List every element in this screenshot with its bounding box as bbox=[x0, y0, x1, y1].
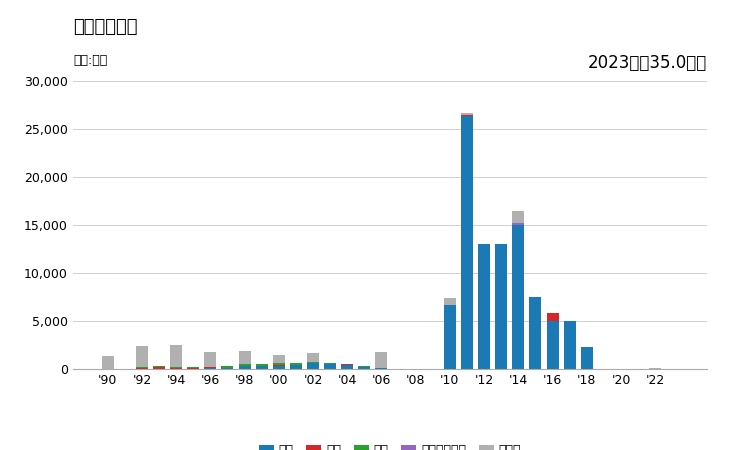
Bar bbox=[136, 346, 148, 367]
Bar bbox=[102, 356, 114, 369]
Bar bbox=[512, 225, 524, 369]
Bar bbox=[187, 367, 199, 368]
Bar bbox=[170, 346, 182, 367]
Bar bbox=[290, 364, 302, 365]
Bar bbox=[650, 368, 661, 369]
Text: 単位:トン: 単位:トン bbox=[73, 54, 107, 67]
Bar bbox=[153, 366, 165, 367]
Bar bbox=[564, 321, 576, 369]
Bar bbox=[359, 367, 370, 369]
Bar bbox=[478, 244, 490, 369]
Bar bbox=[444, 305, 456, 369]
Bar bbox=[324, 363, 336, 364]
Legend: 韓国, タイ, 台湾, シンガポール, その他: 韓国, タイ, 台湾, シンガポール, その他 bbox=[254, 439, 526, 450]
Text: 輸出量の推移: 輸出量の推移 bbox=[73, 18, 137, 36]
Bar bbox=[529, 297, 542, 369]
Bar bbox=[547, 321, 558, 369]
Bar bbox=[256, 364, 268, 366]
Bar bbox=[170, 367, 182, 368]
Bar bbox=[307, 362, 319, 363]
Bar bbox=[273, 355, 285, 364]
Bar bbox=[204, 352, 217, 366]
Bar bbox=[136, 367, 148, 368]
Bar bbox=[547, 313, 558, 321]
Bar bbox=[187, 368, 199, 369]
Bar bbox=[222, 366, 233, 368]
Bar bbox=[444, 298, 456, 305]
Bar bbox=[495, 244, 507, 369]
Bar bbox=[512, 211, 524, 223]
Bar bbox=[375, 368, 387, 369]
Bar bbox=[273, 364, 285, 365]
Bar bbox=[341, 364, 354, 369]
Bar bbox=[153, 367, 165, 369]
Bar bbox=[307, 363, 319, 369]
Bar bbox=[461, 116, 473, 369]
Bar bbox=[204, 368, 217, 369]
Bar bbox=[359, 366, 370, 367]
Bar bbox=[512, 223, 524, 225]
Bar bbox=[273, 366, 285, 369]
Bar bbox=[324, 364, 336, 369]
Bar bbox=[222, 368, 233, 369]
Bar bbox=[238, 366, 251, 369]
Bar bbox=[461, 112, 473, 115]
Bar bbox=[290, 365, 302, 369]
Bar bbox=[238, 364, 251, 366]
Bar bbox=[375, 351, 387, 368]
Bar bbox=[170, 368, 182, 369]
Text: 2023年：35.0トン: 2023年：35.0トン bbox=[588, 54, 707, 72]
Bar bbox=[307, 353, 319, 362]
Bar bbox=[238, 351, 251, 364]
Bar bbox=[204, 366, 217, 368]
Bar bbox=[581, 347, 593, 369]
Bar bbox=[256, 366, 268, 369]
Bar bbox=[461, 115, 473, 116]
Bar bbox=[136, 368, 148, 369]
